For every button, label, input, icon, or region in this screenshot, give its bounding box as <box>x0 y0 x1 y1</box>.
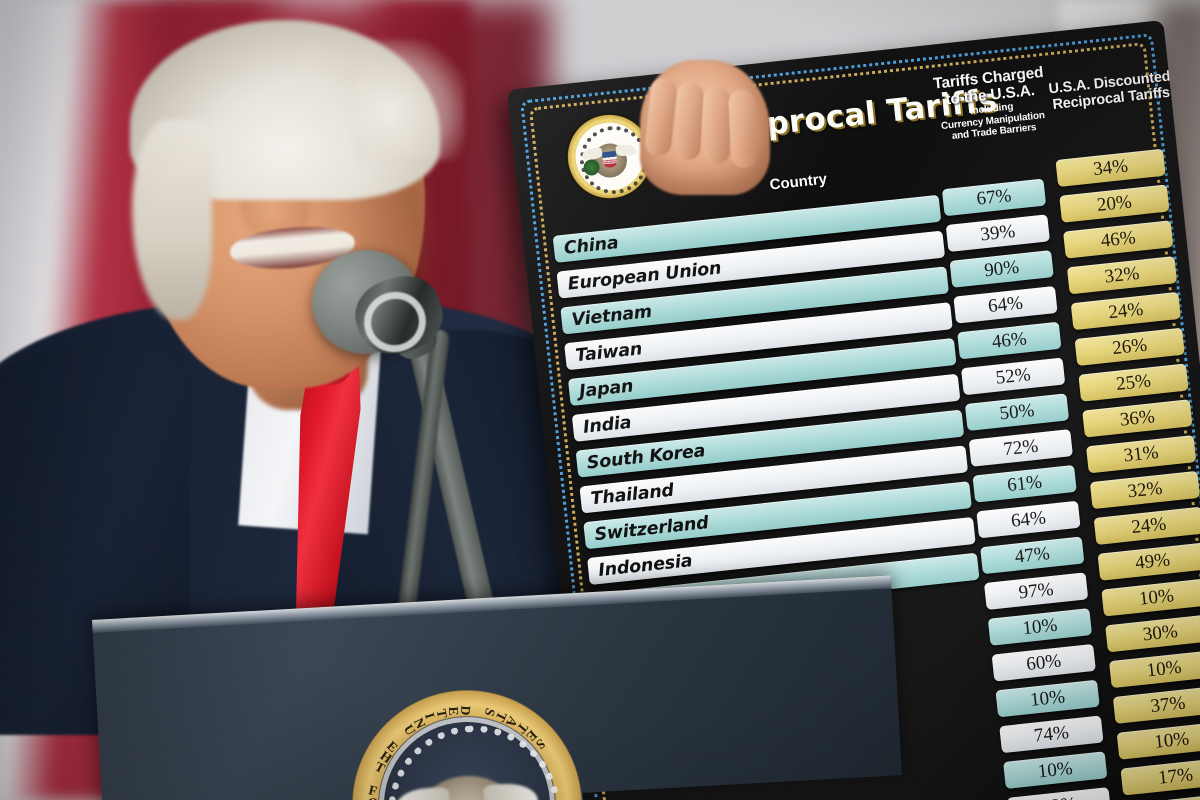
lectern-seal-ring-text: SEALOFTHEPRESIDENTOFTHEUNITEDSTATES <box>346 684 588 800</box>
finger-ring <box>704 86 730 164</box>
column-header-discounted-tariffs: U.S.A. Discounted Reciprocal Tariffs <box>1044 69 1177 115</box>
seal-ring-letter: S <box>532 735 549 754</box>
seal-ring-letter: D <box>457 705 474 717</box>
finger-little <box>727 89 759 169</box>
tariff-charged-cell: 67% <box>941 178 1047 217</box>
speaker-hair-wisp <box>355 40 465 160</box>
lectern-presidential-seal: SEALOFTHEPRESIDENTOFTHEUNITEDSTATES <box>346 684 588 800</box>
column-header-tariffs-charged: Tariffs Charged to the U.S.A. Including … <box>918 63 1064 145</box>
seal-shield-icon <box>602 150 618 169</box>
finger-middle <box>673 81 705 161</box>
speaker-hair-side <box>132 120 212 320</box>
